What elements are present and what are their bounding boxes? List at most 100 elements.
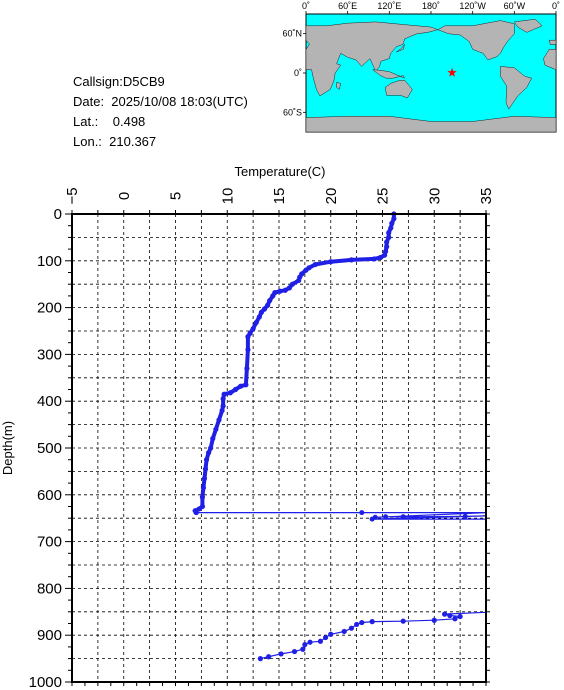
data-point [322,634,329,641]
map-west-africa [543,49,557,71]
data-point [400,618,406,624]
grid-lines [71,213,487,683]
data-point [220,396,226,402]
longitude-label: Lon.: 210.367 [73,134,157,149]
data-point [386,234,392,240]
data-point [384,239,390,245]
world-map: 0˚ 60˚E 120˚E 180˚ 120˚W 60˚W 0˚ 60˚N 0˚ 60˚S [282,1,560,133]
data-point [289,281,296,287]
spike-line [196,512,487,520]
data-point [359,510,365,516]
data-point [253,319,259,326]
map-greenland [513,18,543,33]
data-point [245,347,251,353]
data-point [369,516,375,522]
data-point [220,403,226,409]
map-lat-label: 60˚N [282,29,302,39]
y-tick-label: 900 [37,627,62,644]
y-tick-label: 600 [37,487,62,504]
data-point [377,254,384,261]
data-point [227,390,233,396]
y-tick-label: 500 [37,440,62,457]
data-point [266,654,272,660]
data-point [277,288,283,294]
map-lon-label: 120˚W [459,1,486,11]
map-lon-label: 180˚ [422,1,440,11]
map-marker-group [447,67,457,77]
data-point [202,466,209,472]
data-point [238,383,244,389]
data-point [282,287,288,293]
data-point [391,216,397,222]
data-point [208,445,214,451]
data-point [193,510,199,516]
data-point [219,407,225,414]
data-point [452,616,458,622]
data-point [286,285,292,291]
deep-line [260,611,487,660]
data-point [200,485,207,491]
map-lon-ticks: 0˚ 60˚E 120˚E 180˚ 120˚W 60˚W 0˚ [302,1,560,14]
data-point [267,297,273,304]
y-axis-title: Depth(m) [0,421,15,475]
map-lat-label: 60˚S [283,107,302,117]
map-lon-label: 0˚ [302,1,310,11]
date-label: Date: 2025/10/08 18:03(UTC) [73,94,248,109]
y-tick-label: 800 [37,580,62,597]
map-south-america [500,66,533,110]
x-tick-label: 25 [375,188,392,205]
y-tick-label: 0 [54,206,62,223]
map-japan [396,44,405,53]
y-tick-label: 400 [37,393,62,410]
data-point [354,621,360,628]
data-point [371,256,377,262]
data-point [261,306,268,312]
map-lon-label: 0˚ [552,1,560,11]
data-point [244,365,250,372]
data-point [462,513,468,519]
data-point [210,436,216,442]
data-point [196,506,202,512]
data-point [250,326,256,332]
data-point [300,646,306,652]
data-point [216,417,222,423]
data-point [431,617,437,623]
temperature-profile-series [192,211,487,662]
x-tick-label: 0 [116,192,133,200]
data-point [388,225,394,231]
data-point [384,244,390,250]
data-point [243,382,249,388]
x-tick-label: −5 [64,187,81,204]
map-iberia [548,39,557,46]
data-point [400,514,406,520]
map-landmasses [305,18,557,133]
data-point [457,613,463,620]
map-lon-label: 60˚E [338,1,357,11]
map-lon-label: 120˚E [377,1,401,11]
data-point [383,514,389,520]
data-point [203,457,210,463]
data-point [381,252,388,258]
profile-line [193,214,396,514]
map-lon-label: 60˚W [504,1,526,11]
data-point [359,619,365,626]
x-tick-label: 35 [478,188,495,205]
data-point [369,619,375,625]
data-point [303,267,309,273]
data-point [328,631,334,637]
map-lat-label: 0˚ [294,68,302,78]
data-point [302,641,308,648]
data-point [386,230,392,236]
data-point [447,612,453,619]
map-australia [384,79,413,99]
data-point [317,638,323,644]
data-point [258,309,265,315]
y-tick-label: 1000 [29,674,62,690]
map-antarctica [305,116,557,133]
x-tick-label: 10 [219,188,236,205]
location-star-icon [447,67,457,77]
plot-frame [71,213,487,683]
data-point [206,450,212,456]
data-point [312,261,318,268]
